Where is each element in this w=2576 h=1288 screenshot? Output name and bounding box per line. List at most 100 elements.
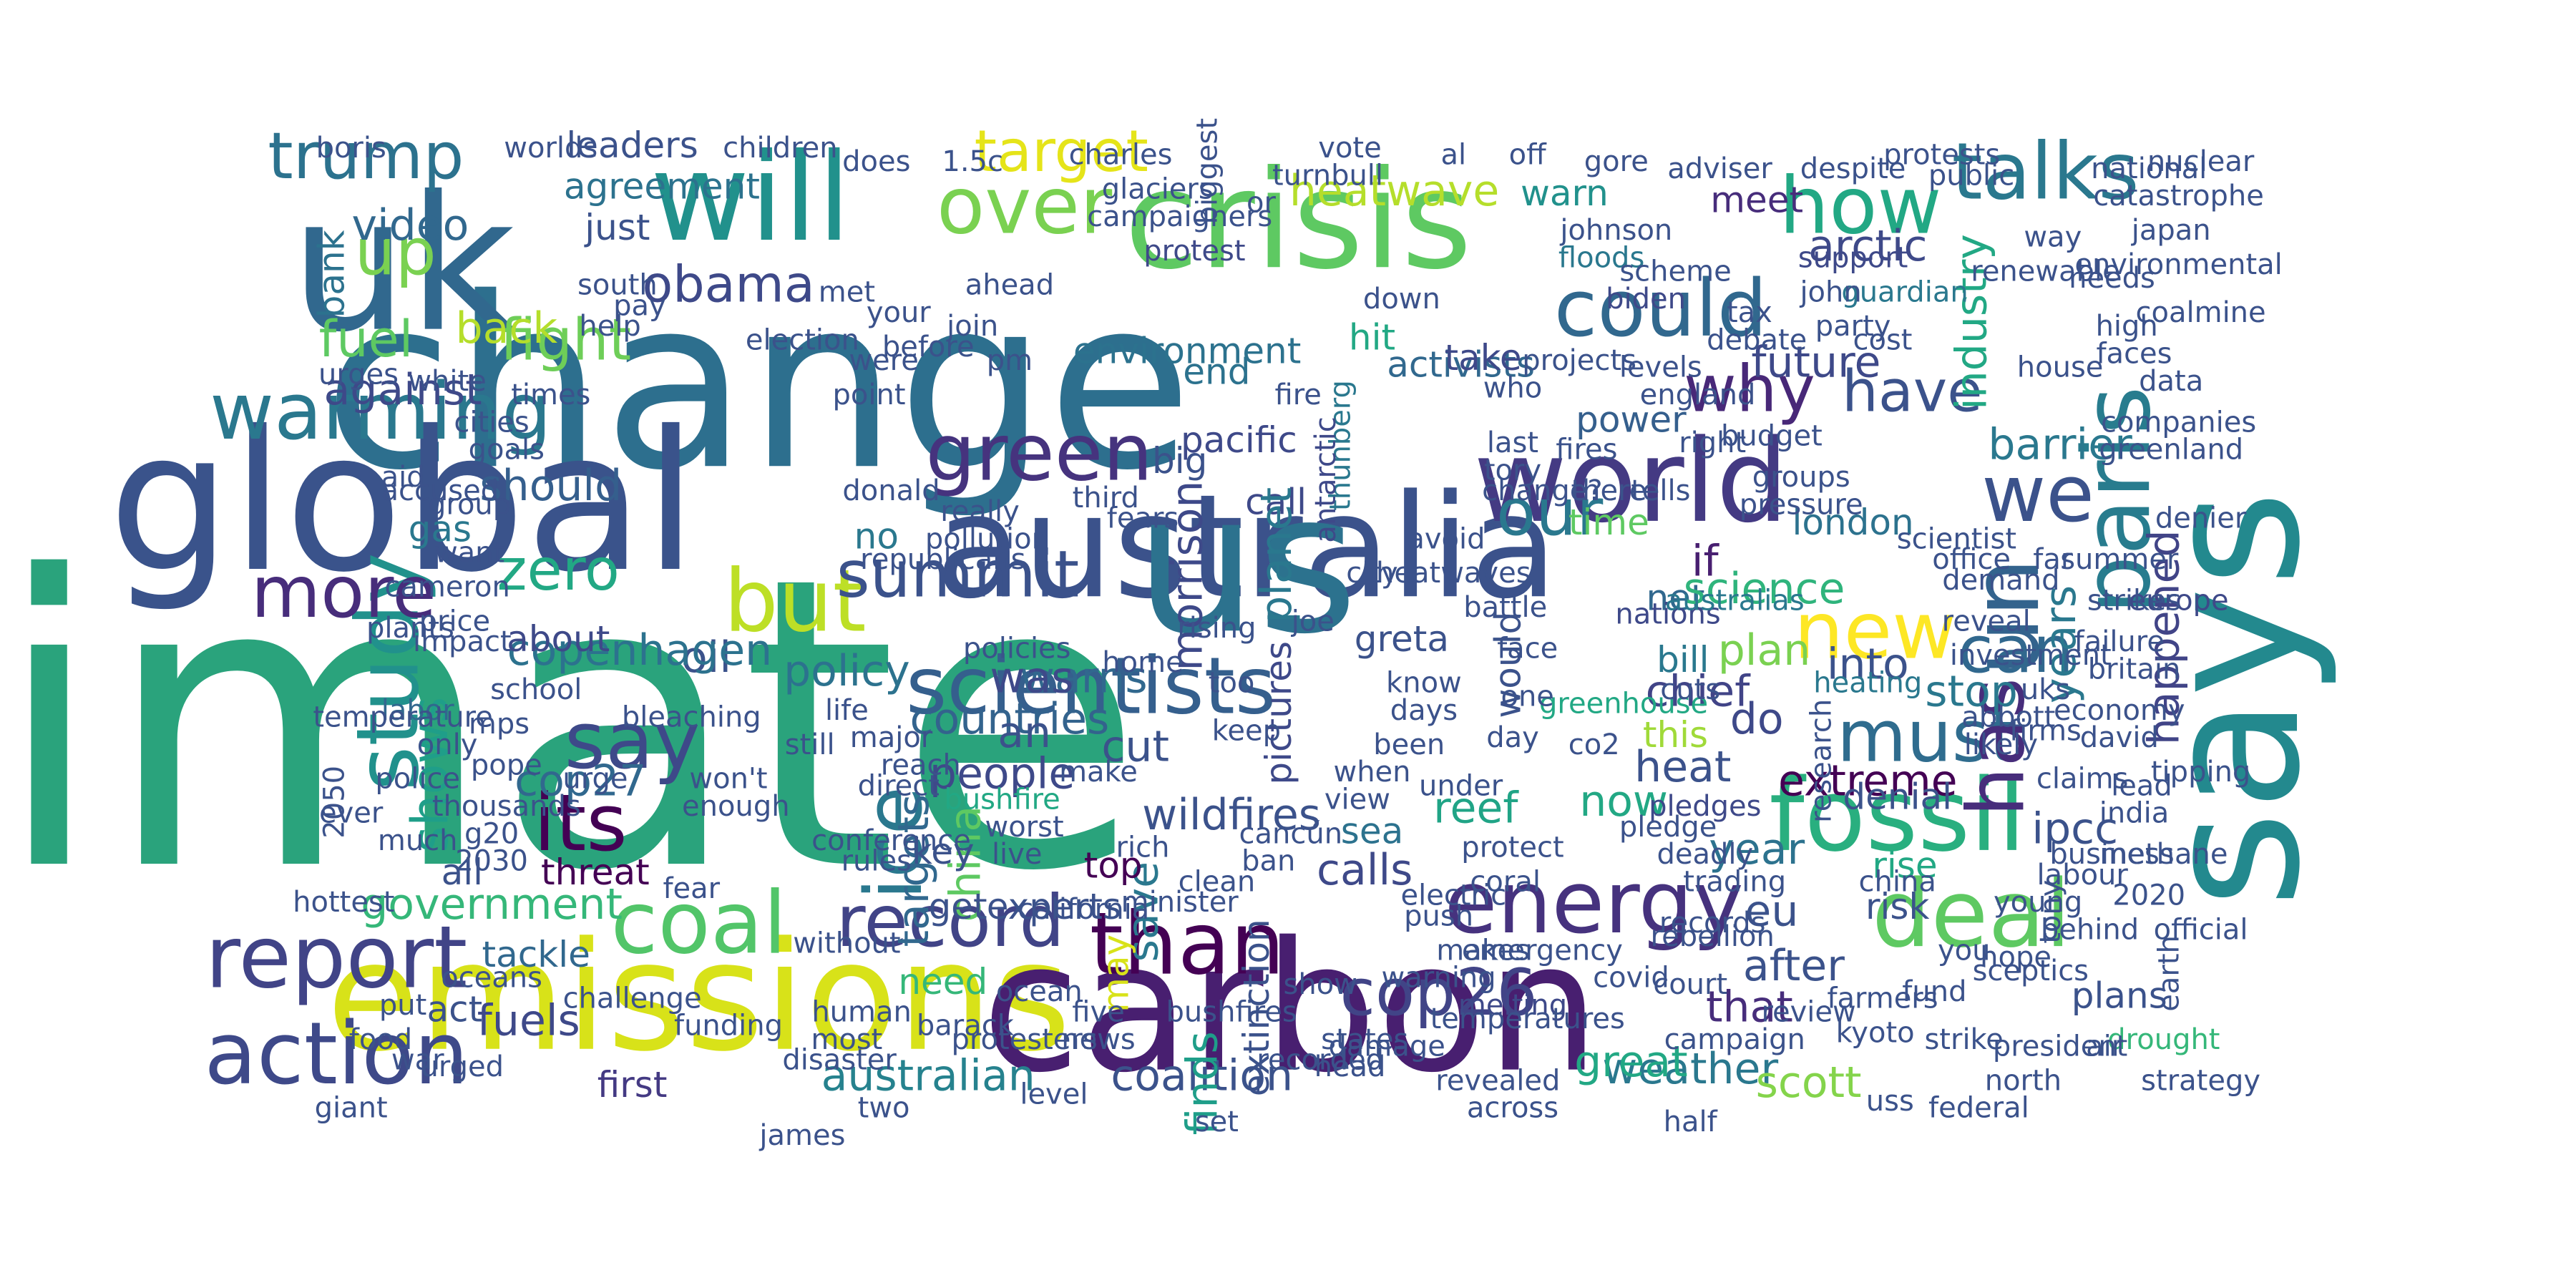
word-296: days <box>1390 694 1458 727</box>
word-48: can <box>1958 613 2074 688</box>
word-5: says <box>2125 490 2341 908</box>
word-134: top <box>1084 844 1143 886</box>
word-124: call <box>1245 481 1307 522</box>
word-109: need <box>898 961 987 1002</box>
word-129: would <box>1487 612 1528 718</box>
word-171: denial <box>1843 776 1952 817</box>
word-357: your <box>867 296 931 329</box>
word-206: bushfires <box>1166 996 1297 1029</box>
word-320: despite <box>1800 152 1906 185</box>
word-217: head <box>1314 1050 1386 1083</box>
word-36: summit <box>836 537 1080 612</box>
word-311: david <box>2080 721 2159 754</box>
word-38: zero <box>497 537 620 603</box>
word-130: pictures <box>1258 641 1299 785</box>
word-184: bushfire <box>944 783 1060 816</box>
word-147: guardian <box>1841 275 1968 308</box>
word-85: extreme <box>1778 756 1958 806</box>
word-370: environmental <box>2074 248 2282 281</box>
word-312: far <box>2033 543 2073 576</box>
word-174: likely <box>1964 728 2038 761</box>
word-173: australias <box>1665 585 1805 618</box>
word-24: green <box>925 406 1153 498</box>
word-379: federal <box>1928 1092 2029 1125</box>
word-108: threat <box>541 852 650 893</box>
word-22: over <box>937 160 1113 251</box>
word-131: wildfires <box>1142 790 1321 840</box>
word-70: policy <box>784 646 910 696</box>
word-198: temperatures <box>1430 1002 1625 1035</box>
word-1: change <box>323 247 1192 522</box>
word-111: an <box>997 708 1051 758</box>
word-133: experts <box>987 886 1121 927</box>
word-163: disaster <box>782 1044 897 1077</box>
word-194: earth <box>2153 935 2186 1012</box>
word-140: agreement <box>564 166 760 208</box>
word-31: must <box>1837 694 2017 778</box>
word-390: protests <box>1883 139 2000 172</box>
word-148: support <box>1798 241 1908 274</box>
word-302: makes <box>1436 934 1530 967</box>
word-211: james <box>758 1119 845 1152</box>
word-69: that <box>1706 982 1793 1033</box>
word-179: biggest <box>1191 118 1224 224</box>
word-47: have <box>1842 358 1982 425</box>
word-221: challenge <box>563 982 702 1015</box>
word-373: green­land <box>2099 434 2243 467</box>
word-271: temperature <box>313 701 492 733</box>
word-226: funding <box>674 1010 783 1043</box>
word-168: emergency <box>1462 934 1623 967</box>
word-337: tells <box>1631 474 1690 507</box>
word-156: greenhouse <box>1539 687 1708 720</box>
word-362: campaigners <box>1087 200 1272 233</box>
word-82: reef <box>1433 784 1519 834</box>
word-341: city <box>1346 557 1397 590</box>
word-385: charles <box>1069 139 1173 172</box>
word-287: reach <box>881 749 961 782</box>
word-54: leaders <box>566 125 698 166</box>
word-151: budget <box>1721 420 1823 453</box>
word-324: levels <box>1619 351 1702 384</box>
word-125: big <box>1152 440 1207 482</box>
word-101: barrier <box>1988 420 2132 470</box>
word-87: arctic <box>1808 221 1927 271</box>
word-28: we <box>1981 448 2094 540</box>
word-305: reveal <box>1942 605 2031 638</box>
word-11: world <box>1473 414 1789 548</box>
word-276: urge <box>562 763 628 796</box>
word-351: third <box>1073 482 1139 514</box>
word-193: tony <box>2034 880 2067 944</box>
word-355: election <box>746 323 859 356</box>
word-35: say <box>565 695 701 786</box>
word-91: environment <box>1073 331 1301 372</box>
word-353: point <box>832 379 905 411</box>
word-139: protest <box>1143 235 1245 268</box>
word-84: year <box>1709 824 1805 874</box>
word-115: bill <box>1657 639 1709 680</box>
word-304: demand <box>1942 564 2059 597</box>
word-282: enough <box>682 790 790 823</box>
word-154: greta <box>1355 618 1449 660</box>
word-335: tory <box>1484 454 1541 487</box>
word-213: human <box>811 996 912 1029</box>
word-294: when <box>1333 756 1410 789</box>
word-332: who <box>1483 371 1543 404</box>
word-315: high <box>2096 310 2158 343</box>
word-67: scott <box>1756 1058 1862 1108</box>
word-80: science <box>1684 564 1845 614</box>
word-55: against <box>324 365 482 415</box>
word-23: trump <box>268 119 464 194</box>
word-165: extinction <box>1236 919 1277 1096</box>
word-263: aid <box>381 461 425 494</box>
word-220: giant <box>315 1092 388 1125</box>
word-144: floods <box>1558 241 1644 274</box>
word-262: goals <box>469 434 545 467</box>
word-201: push <box>1404 899 1473 932</box>
word-255: south <box>577 269 658 302</box>
word-319: way <box>2024 221 2082 254</box>
word-323: johnson <box>1559 214 1672 247</box>
word-392: nuclear <box>2147 145 2255 178</box>
word-65: finds <box>1177 1031 1227 1135</box>
word-358: or <box>1246 187 1276 220</box>
